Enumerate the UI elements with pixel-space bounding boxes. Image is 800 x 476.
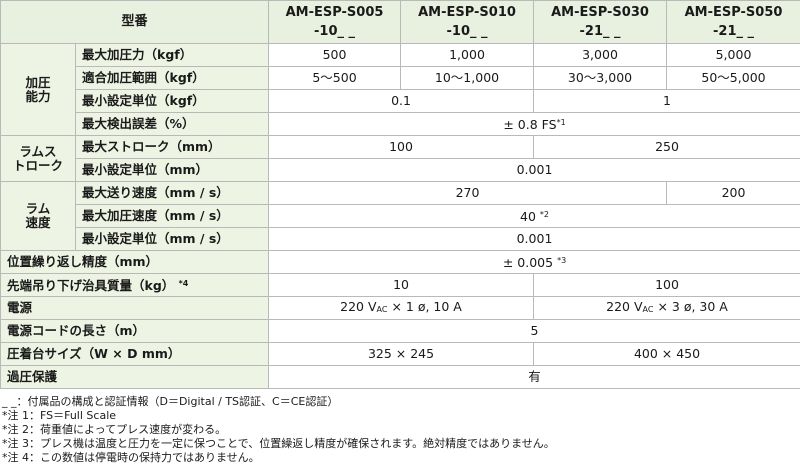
value-text: ± 0.005 — [502, 255, 554, 270]
model-line2: -21_ _ — [579, 24, 621, 39]
cell-value: 0.001 — [268, 158, 800, 182]
row-label: 適合加圧範囲（kgf） — [74, 66, 270, 90]
value-text: 40 — [520, 209, 536, 224]
cell-value: 5～500 — [268, 66, 402, 90]
footnote: *注 3：プレス機は温度と圧力を一定に保つことで、位置繰返し精度が確保されます。… — [2, 437, 555, 450]
value-text: ± 0.8 FS — [503, 117, 557, 132]
type-header: 型番 — [0, 0, 270, 44]
group-stroke: ラムス トローク — [0, 135, 76, 182]
model-header: AM-ESP-S030 -21_ _ — [533, 0, 668, 44]
cell-value: 100 — [268, 135, 535, 159]
table-row: 電源 220 VAC × 1 ø, 10 A 220 VAC × 3 ø, 30… — [0, 296, 800, 320]
cell-value: 10 — [268, 273, 535, 297]
table-header-row: 型番 AM-ESP-S005 -10_ _ AM-ESP-S010 -10_ _ A… — [0, 0, 800, 44]
cell-value: 10～1,000 — [400, 66, 535, 90]
row-label: 過圧保護 — [0, 365, 270, 389]
row-label: 電源 — [0, 296, 270, 320]
power-voltage: 220 V — [606, 298, 643, 314]
cell-value: 50～5,000 — [666, 66, 800, 90]
power-voltage: 220 V — [340, 298, 377, 314]
table-row: 電源コードの長さ（m） 5 — [0, 319, 800, 343]
table-row: 最小設定単位（mm / s） 0.001 — [1, 227, 800, 251]
model-header: AM-ESP-S010 -10_ _ — [400, 0, 535, 44]
row-label: 電源コードの長さ（m） — [0, 319, 270, 343]
table-row: ラム 速度 最大送り速度（mm / s） 270 200 — [0, 181, 800, 251]
model-line1: AM-ESP-S030 — [551, 5, 649, 20]
table-row: 加圧 能力 最大加圧力（kgf） 500 1,000 3,000 5,000 — [0, 43, 800, 136]
cell-value: 1,000 — [400, 43, 535, 67]
label-text: 先端吊り下げ治具質量（kg） — [7, 278, 175, 293]
table-row: ラムス トローク 最大ストローク（mm） 100 250 — [0, 135, 800, 182]
cell-value: 220 VAC × 1 ø, 10 A — [268, 296, 535, 320]
cell-value: 3,000 — [533, 43, 668, 67]
row-label: 圧着台サイズ（W × D mm） — [0, 342, 270, 366]
cell-value: ± 0.005 *3 — [268, 250, 800, 274]
power-ac-mark: AC — [642, 304, 654, 314]
cell-value: 0.1 — [268, 89, 535, 113]
row-label: 最小設定単位（kgf） — [74, 89, 270, 113]
cell-value: 1 — [533, 89, 800, 113]
footnote-mark: *4 — [178, 279, 189, 288]
table-row: 位置繰り返し精度（mm） ± 0.005 *3 — [0, 250, 800, 274]
cell-value: 100 — [533, 273, 800, 297]
table-row: 最小設定単位（mm） 0.001 — [1, 158, 800, 182]
cell-value: 250 — [533, 135, 800, 159]
row-label: 最大ストローク（mm） — [74, 135, 270, 159]
table-row: 先端吊り下げ治具質量（kg） *4 10 100 — [0, 273, 800, 297]
row-label: 最大加圧力（kgf） — [74, 43, 270, 67]
cell-value: 0.001 — [268, 227, 800, 251]
power-phase: × 1 ø, 10 A — [391, 298, 462, 314]
cell-value: 400 × 450 — [533, 342, 800, 366]
model-header: AM-ESP-S050 -21_ _ — [666, 0, 800, 44]
row-label: 先端吊り下げ治具質量（kg） *4 — [0, 273, 270, 297]
row-label: 最大送り速度（mm / s） — [74, 181, 270, 205]
row-label: 最小設定単位（mm / s） — [74, 227, 270, 251]
power-ac-mark: AC — [376, 304, 388, 314]
model-header: AM-ESP-S005 -10_ _ — [268, 0, 402, 44]
row-label: 最大加圧速度（mm / s） — [74, 204, 270, 228]
table-row: 最大検出誤差（%） ± 0.8 FS*1 — [1, 112, 800, 136]
cell-value: 200 — [666, 181, 800, 205]
footnote-mark: *1 — [556, 118, 566, 127]
cell-value: 30～3,000 — [533, 66, 668, 90]
table-row: 適合加圧範囲（kgf） 5～500 10～1,000 30～3,000 50～5… — [1, 66, 800, 90]
cell-value: 325 × 245 — [268, 342, 535, 366]
footnote-mark: *2 — [539, 210, 549, 219]
table-row: 圧着台サイズ（W × D mm） 325 × 245 400 × 450 — [0, 342, 800, 366]
cell-value: 5 — [268, 319, 800, 343]
model-line1: AM-ESP-S010 — [418, 5, 516, 20]
cell-value: 40 *2 — [268, 204, 800, 228]
cell-value: 500 — [268, 43, 402, 67]
model-line1: AM-ESP-S005 — [285, 5, 384, 20]
model-line2: -10_ _ — [446, 24, 488, 39]
footnotes: _ _：付属品の構成と認証情報（D＝Digital / TS認証、C＝CE認証）… — [0, 389, 800, 465]
table-row: 最小設定単位（kgf） 0.1 1 — [1, 89, 800, 113]
table-row: 最大加圧速度（mm / s） 40 *2 — [1, 204, 800, 228]
model-line2: -10_ _ — [314, 24, 356, 39]
group-speed: ラム 速度 — [0, 181, 76, 251]
model-line2: -21_ _ — [713, 24, 755, 39]
cell-value: 270 — [268, 181, 668, 205]
cell-value: ± 0.8 FS*1 — [268, 112, 800, 136]
footnote: *注 2：荷重値によってプレス速度が変わる。 — [2, 423, 227, 436]
row-label: 位置繰り返し精度（mm） — [0, 250, 270, 274]
model-line1: AM-ESP-S050 — [684, 5, 783, 20]
cell-value: 有 — [268, 365, 800, 389]
power-phase: × 3 ø, 30 A — [657, 298, 728, 314]
footnote: *注 1：FS＝Full Scale — [2, 409, 117, 422]
spec-table: 型番 AM-ESP-S005 -10_ _ AM-ESP-S010 -10_ _ A… — [0, 0, 800, 389]
cell-value: 220 VAC × 3 ø, 30 A — [533, 296, 800, 320]
cell-value: 5,000 — [666, 43, 800, 67]
group-pressure: 加圧 能力 — [0, 43, 76, 136]
footnote: _ _：付属品の構成と認証情報（D＝Digital / TS認証、C＝CE認証） — [2, 395, 339, 408]
footnote-mark: *3 — [557, 256, 567, 265]
row-label: 最大検出誤差（%） — [74, 112, 270, 136]
row-label: 最小設定単位（mm） — [74, 158, 270, 182]
footnote: *注 4：この数値は停電時の保持力ではありません。 — [2, 451, 260, 464]
table-row: 過圧保護 有 — [0, 365, 800, 389]
